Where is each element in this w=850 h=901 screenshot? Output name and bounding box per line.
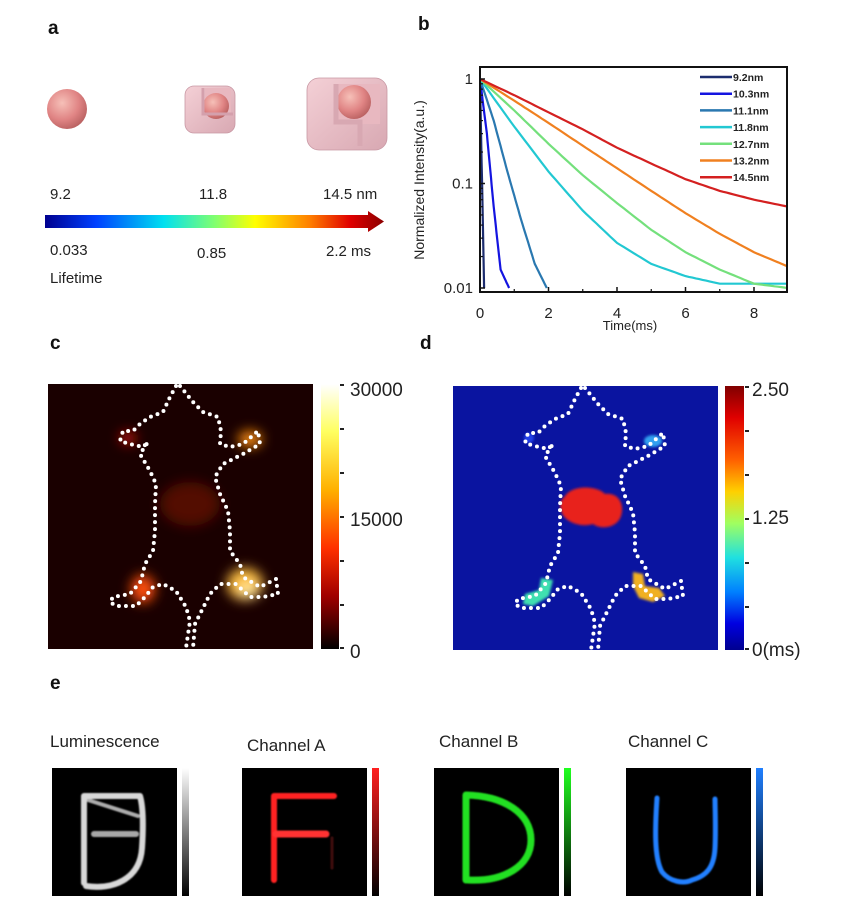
x-axis-label: Time(ms) <box>603 318 657 333</box>
legend-label: 11.1nm <box>733 105 769 117</box>
panel-label-e: e <box>50 673 61 694</box>
y-axis-label: Normalized Intensity(a.u.) <box>411 100 427 260</box>
legend-label: 14.5nm <box>733 172 769 184</box>
lifetime-right-hand <box>644 435 662 447</box>
decay-chart: 0 2 4 6 8 1 0.1 0.01 9.2nm 10.3nm 11.1nm 11.8nm 12.… <box>411 66 788 333</box>
intensity-colorbar-ticks <box>340 384 344 649</box>
core-particle-icon <box>47 89 87 129</box>
x-tick-label: 8 <box>750 305 758 322</box>
legend-label: 11.8nm <box>733 122 769 134</box>
lifetime-gradient-arrow <box>45 211 384 232</box>
luminescence-image <box>52 768 177 896</box>
core-shell-particle-large-icon <box>306 77 388 151</box>
lifetime-belly <box>560 487 623 528</box>
intensity-colorbar-mid: 15000 <box>350 510 403 531</box>
size-label-mid: 11.8 <box>199 186 228 203</box>
lifetime-title: Lifetime <box>50 270 103 287</box>
x-tick-label: 0 <box>476 305 484 322</box>
lifetime-label-min: 0.033 <box>50 242 88 259</box>
mouse-outline <box>512 386 686 650</box>
series-line-12.7nm <box>480 78 787 289</box>
series-line-13.2nm <box>480 78 787 268</box>
channel-title-luminescence: Luminescence <box>50 732 160 751</box>
intensity-colorbar-min: 0 <box>350 642 361 663</box>
x-tick-label: 6 <box>681 305 689 322</box>
y-tick-label: 0.1 <box>452 176 473 193</box>
lifetime-label-max: 2.2 ms <box>326 243 372 260</box>
intensity-image <box>48 384 313 649</box>
lifetime-label-mid: 0.85 <box>197 245 227 262</box>
lifetime-colorbar-ticks <box>745 386 749 650</box>
lifetime-image <box>453 386 718 650</box>
size-label-max: 14.5 nm <box>323 186 378 203</box>
series-line-11.8nm <box>480 78 787 285</box>
x-tick-label: 4 <box>613 305 621 322</box>
channel-b-colorbar <box>564 768 571 896</box>
channel-title-a: Channel A <box>247 736 326 755</box>
panel-label-b: b <box>418 14 430 35</box>
series-line-14.5nm <box>480 78 787 208</box>
nanoparticle-illustration <box>45 77 388 232</box>
y-tick-label: 1 <box>465 71 473 88</box>
channel-c-image <box>626 768 751 896</box>
glow-belly <box>160 482 220 526</box>
glow-left-foot <box>131 575 155 603</box>
size-label-min: 9.2 <box>50 186 71 203</box>
series-line-11.1nm <box>480 78 548 289</box>
legend-label: 12.7nm <box>733 139 769 151</box>
legend-label: 13.2nm <box>733 156 769 168</box>
panel-label-d: d <box>420 333 432 354</box>
luminescence-colorbar <box>182 768 189 896</box>
intensity-colorbar <box>321 384 339 649</box>
lifetime-right-foot <box>633 572 665 602</box>
channel-c-colorbar <box>756 768 763 896</box>
channel-a-image <box>242 768 367 896</box>
channel-title-b: Channel B <box>439 732 519 751</box>
panel-label-c: c <box>50 333 61 354</box>
y-tick-label: 0.01 <box>444 280 473 297</box>
series-line-10.3nm <box>480 78 511 289</box>
x-tick-label: 2 <box>544 305 552 322</box>
legend-label: 10.3nm <box>733 89 769 101</box>
legend-label: 9.2nm <box>733 72 763 84</box>
mouse-outline <box>107 384 281 649</box>
lifetime-colorbar-mid: 1.25 <box>752 508 789 529</box>
intensity-colorbar-max: 30000 <box>350 380 403 401</box>
lifetime-colorbar <box>725 386 744 650</box>
lifetime-colorbar-min: 0(ms) <box>752 640 801 661</box>
lifetime-colorbar-max: 2.50 <box>752 380 789 401</box>
channel-a-colorbar <box>372 768 379 896</box>
core-shell-particle-small-icon <box>184 85 236 134</box>
channel-b-image <box>434 768 559 896</box>
plot-frame <box>479 66 788 293</box>
channel-title-c: Channel C <box>628 732 709 751</box>
panel-label-a: a <box>48 18 59 39</box>
